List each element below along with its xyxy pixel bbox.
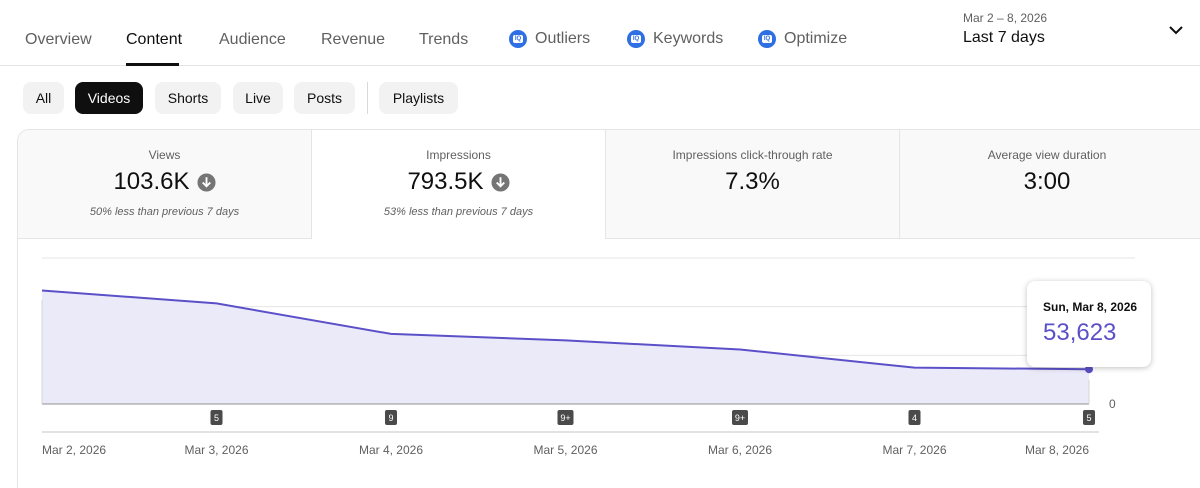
metric-comparison: 53% less than previous 7 days	[383, 206, 534, 218]
x-tick-label: Mar 5, 2026	[533, 443, 597, 457]
tab-label: Optimize	[784, 30, 848, 47]
chip-videos[interactable]: Videos	[75, 82, 143, 114]
vidiq-icon: IQ	[627, 30, 645, 48]
upload-marker	[1083, 410, 1095, 425]
chip-label: Live	[245, 90, 271, 106]
tab-audience[interactable]: Audience	[219, 31, 286, 49]
tab-content[interactable]: Content	[126, 31, 182, 49]
tab-label: Trends	[419, 31, 469, 48]
metric-comparison: 50% less than previous 7 days	[89, 206, 240, 218]
chip-label: Shorts	[167, 90, 209, 106]
data-point-selected	[1085, 365, 1093, 374]
metric-impressions[interactable]: Impressions 793.5K 53% less than previou…	[312, 130, 606, 239]
tab-outliers[interactable]: IQ Outliers	[509, 30, 590, 48]
metric-ctr[interactable]: Impressions click-through rate 7.3%	[606, 130, 900, 239]
upload-marker	[385, 410, 397, 425]
x-tick-label: Mar 2, 2026	[42, 443, 106, 457]
x-tick-label: Mar 6, 2026	[708, 443, 772, 457]
arrow-down-icon	[197, 172, 216, 192]
tab-label: Overview	[25, 31, 92, 48]
tab-revenue[interactable]: Revenue	[321, 31, 385, 49]
metric-value: 793.5K	[407, 168, 484, 195]
x-tick-label: Mar 7, 2026	[882, 443, 946, 457]
metric-views[interactable]: Views 103.6K 50% less than previous 7 da…	[18, 130, 312, 239]
metric-value: 3:00	[1023, 168, 1071, 195]
x-tick-label: Mar 8, 2026	[1025, 443, 1089, 457]
chip-shorts[interactable]: Shorts	[155, 82, 221, 114]
series-line-views	[41, 289, 1090, 371]
metric-avg-view-duration[interactable]: Average view duration 3:00	[900, 130, 1200, 239]
metric-value-row: 3:00	[900, 168, 1194, 196]
chip-label: All	[35, 90, 52, 106]
tab-trends[interactable]: Trends	[419, 31, 468, 49]
arrow-down-icon	[491, 172, 510, 192]
upload-marker-label: 9	[388, 413, 393, 423]
area-fill	[42, 290, 1089, 404]
x-tick-label: Mar 3, 2026	[184, 443, 248, 457]
upload-marker	[210, 410, 223, 425]
tab-label: Keywords	[653, 30, 724, 47]
metric-label: Impressions click-through rate	[672, 148, 833, 162]
tab-overview[interactable]: Overview	[25, 31, 92, 49]
tab-optimize[interactable]: IQ Optimize	[758, 30, 847, 48]
metric-value-row: 7.3%	[606, 168, 899, 196]
chip-label: Videos	[87, 90, 131, 106]
metrics-card: Views 103.6K 50% less than previous 7 da…	[17, 129, 1200, 488]
tooltip-date: Sun, Mar 8, 2026	[1043, 300, 1138, 314]
chip-divider	[367, 82, 368, 114]
chart-tooltip: Sun, Mar 8, 2026 53,623	[1027, 281, 1151, 367]
upload-marker-label: 4	[912, 413, 917, 423]
tab-label: Revenue	[321, 31, 386, 48]
tab-keywords[interactable]: IQ Keywords	[627, 30, 723, 48]
chip-posts[interactable]: Posts	[294, 82, 355, 114]
vidiq-icon: IQ	[758, 30, 776, 48]
tab-label: Content	[126, 31, 183, 48]
upload-marker	[557, 410, 574, 425]
metric-value-row: 793.5K	[312, 168, 605, 196]
metric-value: 7.3%	[725, 168, 780, 195]
upload-marker	[732, 410, 748, 425]
chip-label: Posts	[306, 90, 342, 106]
metric-label: Impressions	[426, 148, 491, 162]
metric-label: Views	[148, 148, 181, 162]
chevron-down-icon[interactable]	[1166, 20, 1186, 40]
analytics-header: Overview Content Audience Revenue Trends…	[0, 0, 1200, 66]
chip-live[interactable]: Live	[233, 82, 283, 114]
chip-playlists[interactable]: Playlists	[379, 82, 458, 114]
y-tick-label: 0	[1109, 397, 1116, 411]
tab-label: Outliers	[535, 30, 591, 47]
upload-marker-label: 9+	[735, 413, 745, 423]
tooltip-value: 53,623	[1043, 319, 1117, 346]
metric-label: Average view duration	[987, 148, 1107, 162]
upload-marker	[908, 410, 921, 425]
upload-marker-label: 5	[214, 413, 219, 423]
chip-label: Playlists	[392, 90, 445, 106]
upload-marker-label: 9+	[560, 413, 570, 423]
x-tick-label: Mar 4, 2026	[359, 443, 423, 457]
chip-all[interactable]: All	[23, 82, 64, 114]
active-tab-indicator	[126, 63, 179, 66]
metric-value: 103.6K	[113, 168, 190, 195]
date-range-dates: Mar 2 – 8, 2026	[963, 11, 1048, 25]
metric-value-row: 103.6K	[18, 168, 311, 196]
upload-marker-label: 5	[1086, 413, 1091, 423]
tab-label: Audience	[219, 31, 286, 48]
date-range-label[interactable]: Last 7 days	[963, 29, 1045, 46]
vidiq-icon: IQ	[509, 30, 527, 48]
